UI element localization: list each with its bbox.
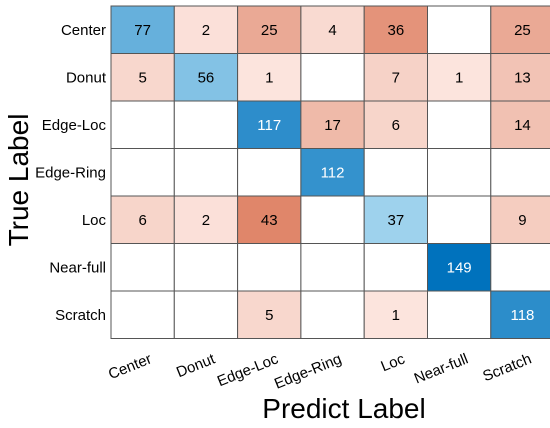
cell-edge-loc-edge-ring	[300, 100, 365, 149]
x-tick-label: Loc	[379, 350, 408, 375]
cell-value-label: 7	[392, 69, 400, 86]
cell-value-label: 43	[261, 212, 278, 229]
cell-value-label: 6	[392, 117, 400, 134]
y-tick-label: Scratch	[55, 307, 106, 324]
y-tick-label: Loc	[82, 212, 107, 229]
cell-donut-scratch	[490, 53, 550, 102]
cell-value-label: 17	[324, 117, 341, 134]
y-tick-labels: Center Donut Edge-Loc Edge-Ring Loc Near-full…	[35, 22, 107, 324]
cell-loc-scratch	[490, 195, 550, 244]
x-tick-label: Edge-Loc	[215, 350, 281, 390]
cell-value-label: 9	[518, 212, 526, 229]
cell-loc-edge-loc	[237, 195, 302, 244]
cell-donut-loc	[363, 53, 429, 102]
cell-value-label: 25	[514, 22, 531, 39]
cell-value-label: 1	[392, 307, 400, 324]
cell-value-label: 4	[328, 22, 336, 39]
cell-scratch-edge-loc	[237, 290, 302, 339]
x-tick-label: Near-full	[412, 350, 471, 387]
cell-value-label: 149	[447, 259, 472, 276]
cell-scratch-loc	[363, 290, 429, 339]
cell-near-full-loc	[363, 243, 429, 292]
cell-value-label: 36	[388, 22, 405, 39]
cell-near-full-near-full	[427, 243, 492, 292]
y-axis-title: True Label	[3, 114, 34, 247]
cell-center-donut	[173, 5, 239, 54]
y-tick-label: Center	[61, 22, 106, 39]
x-tick-label: Edge-Ring	[272, 350, 344, 392]
cell-donut-near-full	[427, 53, 492, 102]
cell-value-label: 118	[510, 307, 534, 324]
y-tick-label: Near-full	[49, 259, 106, 276]
cell-loc-loc	[363, 195, 429, 244]
cell-value-label: 2	[202, 22, 210, 39]
x-tick-label: Scratch	[480, 350, 534, 385]
cell-loc-donut	[173, 195, 239, 244]
cell-value-label: 112	[321, 164, 345, 181]
cell-value-label: 117	[257, 117, 281, 134]
cell-value-label: 2	[202, 212, 210, 229]
cell-donut-edge-ring	[300, 53, 365, 102]
cell-center-scratch	[490, 5, 550, 54]
cell-scratch-donut	[173, 290, 239, 339]
cell-value-label: 14	[514, 117, 531, 134]
cell-edge-loc-center	[110, 100, 175, 149]
cell-scratch-center	[110, 290, 175, 339]
cell-scratch-near-full	[427, 290, 492, 339]
y-tick-label: Edge-Ring	[35, 164, 106, 181]
cell-value-label: 5	[265, 307, 273, 324]
cell-edge-loc-near-full	[427, 100, 492, 149]
cell-near-full-edge-ring	[300, 243, 365, 292]
cell-near-full-donut	[173, 243, 239, 292]
cell-edge-ring-scratch	[490, 148, 550, 197]
cell-value-label: 5	[138, 69, 146, 86]
cell-edge-ring-edge-loc	[237, 148, 302, 197]
x-tick-label: Donut	[174, 350, 218, 381]
cell-center-edge-loc	[237, 5, 302, 54]
x-axis-title: Predict Label	[262, 393, 425, 424]
cell-value-label: 1	[265, 69, 273, 86]
cell-near-full-scratch	[490, 243, 550, 292]
cell-edge-ring-near-full	[427, 148, 492, 197]
cell-edge-ring-donut	[173, 148, 239, 197]
cell-loc-near-full	[427, 195, 492, 244]
cell-value-label: 56	[198, 69, 215, 86]
cell-near-full-center	[110, 243, 175, 292]
cell-value-label: 13	[514, 69, 531, 86]
cell-scratch-edge-ring	[300, 290, 365, 339]
cell-value-label: 37	[388, 212, 405, 229]
cell-value-label: 6	[138, 212, 146, 229]
cell-near-full-edge-loc	[237, 243, 302, 292]
cell-edge-loc-edge-loc	[237, 100, 302, 149]
cell-edge-ring-loc	[363, 148, 429, 197]
y-tick-label: Edge-Loc	[42, 117, 107, 134]
cell-edge-loc-donut	[173, 100, 239, 149]
cell-value-label: 1	[455, 69, 463, 86]
cell-value-label: 77	[134, 22, 151, 39]
y-tick-label: Donut	[66, 69, 107, 86]
x-tick-label: Center	[106, 350, 154, 383]
cell-scratch-scratch	[490, 290, 550, 339]
cell-center-near-full	[427, 5, 492, 54]
cell-center-center	[110, 5, 175, 54]
cell-edge-ring-center	[110, 148, 175, 197]
cell-donut-center	[110, 53, 175, 102]
cell-loc-edge-ring	[300, 195, 365, 244]
cell-value-label: 25	[261, 22, 278, 39]
